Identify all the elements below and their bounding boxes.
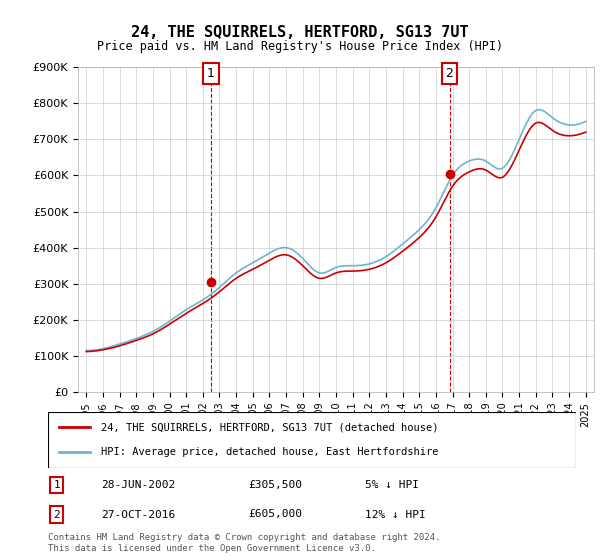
FancyBboxPatch shape — [48, 412, 576, 468]
Text: 1: 1 — [207, 67, 215, 80]
Text: £605,000: £605,000 — [248, 510, 302, 520]
Text: 1: 1 — [53, 480, 60, 490]
Text: 27-OCT-2016: 27-OCT-2016 — [101, 510, 175, 520]
Text: 24, THE SQUIRRELS, HERTFORD, SG13 7UT: 24, THE SQUIRRELS, HERTFORD, SG13 7UT — [131, 25, 469, 40]
Text: 2: 2 — [446, 67, 454, 80]
Text: HPI: Average price, detached house, East Hertfordshire: HPI: Average price, detached house, East… — [101, 447, 438, 457]
Text: 12% ↓ HPI: 12% ↓ HPI — [365, 510, 425, 520]
Text: 24, THE SQUIRRELS, HERTFORD, SG13 7UT (detached house): 24, THE SQUIRRELS, HERTFORD, SG13 7UT (d… — [101, 422, 438, 432]
Text: 2: 2 — [53, 510, 60, 520]
Text: £305,500: £305,500 — [248, 480, 302, 490]
Text: Price paid vs. HM Land Registry's House Price Index (HPI): Price paid vs. HM Land Registry's House … — [97, 40, 503, 53]
Text: Contains HM Land Registry data © Crown copyright and database right 2024.
This d: Contains HM Land Registry data © Crown c… — [48, 533, 440, 553]
Text: 28-JUN-2002: 28-JUN-2002 — [101, 480, 175, 490]
Text: 5% ↓ HPI: 5% ↓ HPI — [365, 480, 419, 490]
